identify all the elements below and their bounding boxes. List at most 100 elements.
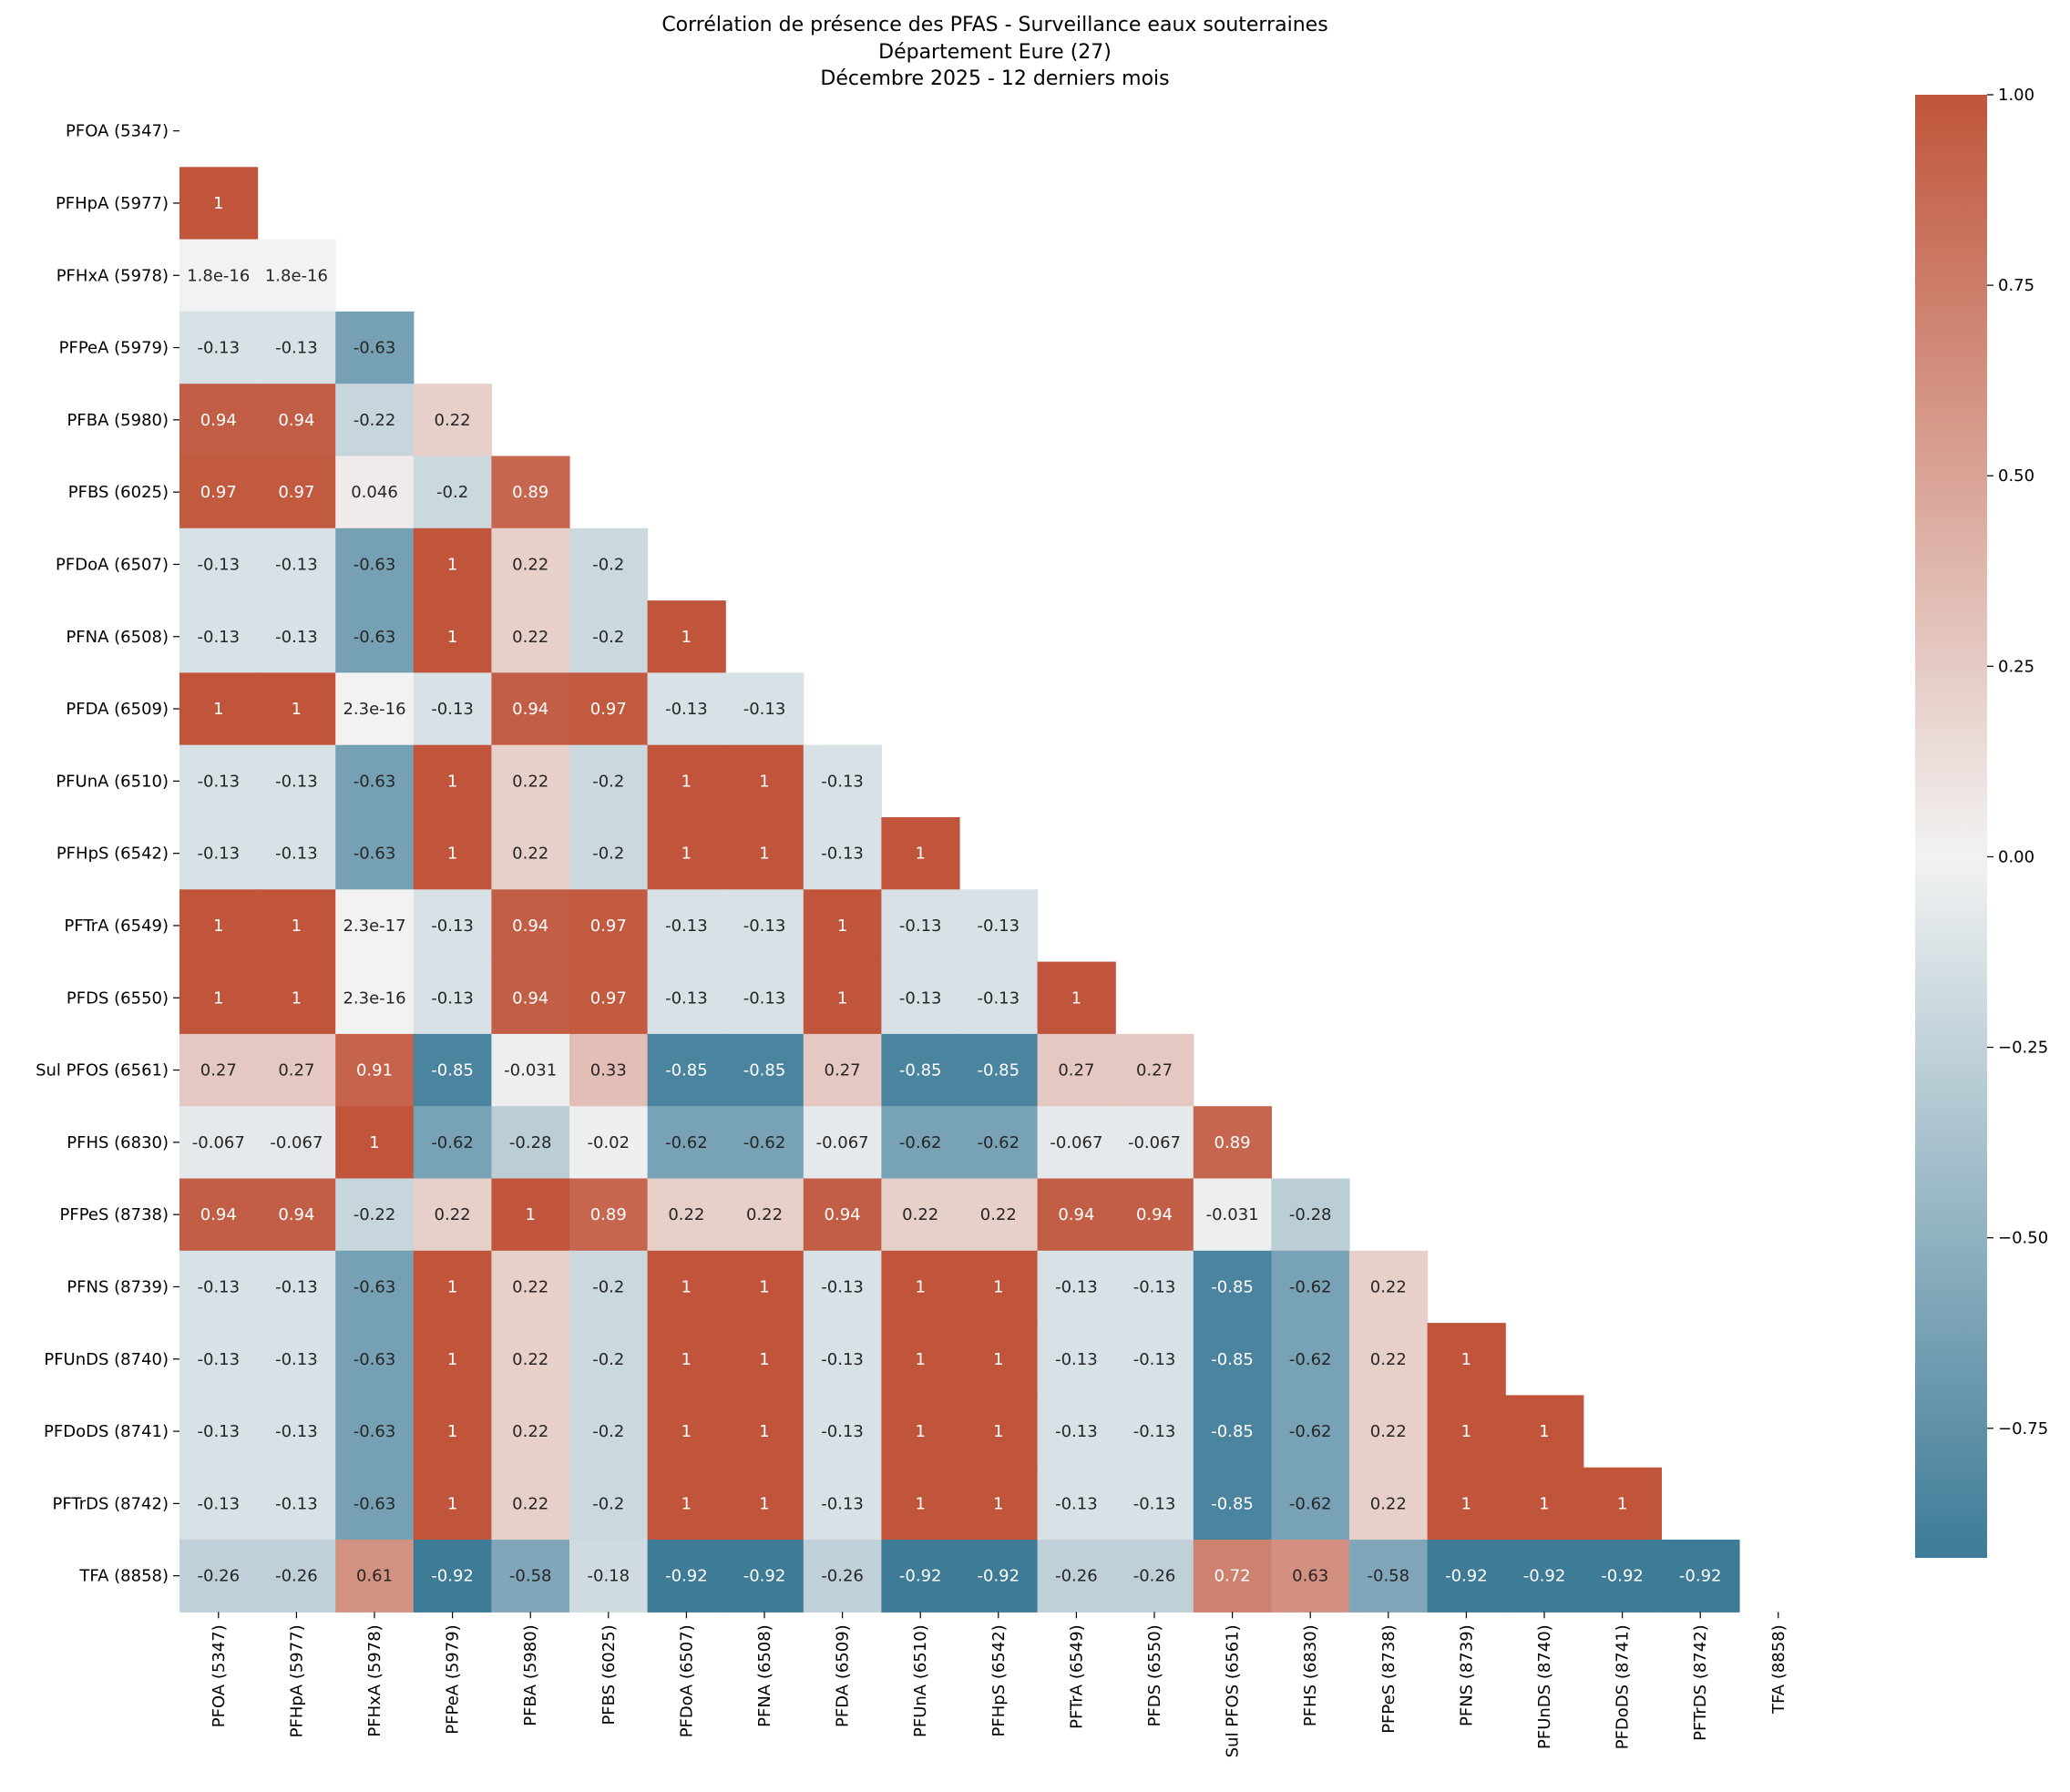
cell-value-label: -0.13	[743, 988, 786, 1008]
heatmap-cell	[1193, 1323, 1272, 1396]
x-tick-label: PFDoA (6507)	[677, 1624, 696, 1737]
cell-value-label: -0.2	[592, 1422, 624, 1441]
cell-value-label: 0.97	[590, 700, 627, 719]
heatmap-cell	[803, 961, 882, 1035]
heatmap-cell	[335, 456, 415, 529]
heatmap-cell	[569, 744, 649, 818]
x-tick-label: PFTrDS (8742)	[1691, 1624, 1710, 1741]
heatmap-cell	[335, 1033, 415, 1107]
cell-value-label: -0.63	[354, 339, 396, 358]
cell-value-label: 1	[447, 628, 457, 647]
heatmap-cell	[1271, 1178, 1350, 1252]
heatmap-cell	[257, 1250, 336, 1324]
heatmap-cell	[881, 1467, 960, 1541]
colorbar: 1.00 0.75 0.50 0.25 0.00 −0.25 −0.50 −0.75	[1915, 86, 2048, 1558]
cell-value-label: -0.13	[1055, 1494, 1098, 1513]
heatmap-cell	[647, 1033, 726, 1107]
heatmap-cell	[491, 1323, 570, 1396]
heatmap-cells: 1 1.8e-16 1.8e-16 -0.13 -0.13 -0.63 0.94 0.94 -0…	[179, 167, 1740, 1613]
heatmap-cell	[1271, 1395, 1350, 1469]
cell-value-label: 0.22	[512, 845, 548, 864]
cell-value-label: -0.13	[665, 700, 708, 719]
y-tick-label: PFPeS (8738)	[60, 1205, 169, 1224]
heatmap-cell	[491, 1540, 570, 1613]
cell-value-label: 0.22	[668, 1205, 704, 1224]
cell-value-label: 1	[1617, 1494, 1627, 1513]
y-tick-label: PFTrA (6549)	[64, 916, 169, 936]
cell-value-label: -0.62	[665, 1133, 708, 1152]
cell-value-label: -0.26	[1133, 1567, 1176, 1586]
cell-value-label: -0.13	[431, 916, 474, 936]
x-tick-label: PFNA (6508)	[755, 1624, 774, 1727]
cell-value-label: -0.13	[275, 845, 318, 864]
x-tick-label: PFTrA (6549)	[1067, 1624, 1086, 1729]
cell-value-label: -0.62	[978, 1133, 1020, 1152]
heatmap-cell	[647, 744, 726, 818]
cell-value-label: -0.13	[821, 1277, 864, 1296]
x-tick-label: PFBA (5980)	[521, 1624, 540, 1725]
cell-value-label: -0.067	[270, 1133, 323, 1152]
heatmap-cell	[569, 1250, 649, 1324]
heatmap-cell	[1193, 1540, 1272, 1613]
cell-value-label: -0.92	[1523, 1567, 1566, 1586]
heatmap-cell	[569, 527, 649, 601]
cell-value-label: 1	[447, 1277, 457, 1296]
cell-value-label: -0.92	[1601, 1567, 1644, 1586]
heatmap-cell	[569, 889, 649, 963]
heatmap-cell	[1427, 1540, 1506, 1613]
cell-value-label: 2.3e-16	[343, 988, 405, 1008]
x-tick-label: PFHS (6830)	[1301, 1624, 1320, 1726]
cell-value-label: 0.22	[1370, 1350, 1407, 1369]
heatmap-cell	[335, 744, 415, 818]
cell-value-label: -0.13	[1055, 1422, 1098, 1441]
cell-value-label: 0.97	[278, 483, 314, 502]
x-tick-label: PFPeA (5979)	[444, 1624, 463, 1734]
heatmap-cell	[569, 672, 649, 746]
heatmap-cell	[413, 527, 492, 601]
cell-value-label: 1	[369, 1133, 379, 1152]
cell-value-label: -0.63	[354, 1494, 396, 1513]
heatmap-cell	[881, 1250, 960, 1324]
heatmap-cell	[803, 817, 882, 890]
cell-value-label: -0.92	[1445, 1567, 1488, 1586]
heatmap-cell	[803, 1323, 882, 1396]
heatmap-cell	[491, 600, 570, 673]
cell-value-label: -0.62	[1289, 1494, 1332, 1513]
heatmap-cell	[569, 1178, 649, 1252]
cell-value-label: -0.13	[198, 339, 241, 358]
cell-value-label: 0.97	[590, 988, 627, 1008]
cell-value-label: -0.2	[592, 1350, 624, 1369]
cell-value-label: 0.27	[278, 1061, 314, 1080]
cell-value-label: -0.2	[436, 483, 468, 502]
cell-value-label: -0.13	[275, 1350, 318, 1369]
heatmap-cell	[569, 600, 649, 673]
x-tick-label: PFHxA (5978)	[365, 1624, 384, 1736]
heatmap-cell	[1115, 1540, 1194, 1613]
heatmap-cell	[569, 1467, 649, 1541]
heatmap-cell	[725, 1467, 804, 1541]
heatmap-cell	[257, 384, 336, 457]
cell-value-label: -0.031	[1206, 1205, 1259, 1224]
heatmap-cell	[647, 1323, 726, 1396]
heatmap-cell	[1037, 961, 1116, 1035]
cell-value-label: 1	[447, 845, 457, 864]
cell-value-label: -0.13	[1133, 1422, 1176, 1441]
heatmap-cell	[413, 1395, 492, 1469]
heatmap-cell	[491, 1467, 570, 1541]
heatmap-cell	[491, 744, 570, 818]
cell-value-label: 0.22	[512, 555, 548, 574]
cell-value-label: -0.067	[1128, 1133, 1181, 1152]
y-tick-label: PFHpS (6542)	[56, 845, 169, 864]
cell-value-label: 0.22	[512, 628, 548, 647]
cell-value-label: -0.13	[198, 1350, 241, 1369]
cell-value-label: -0.63	[354, 1422, 396, 1441]
x-axis: PFOA (5347) PFHpA (5977) PFHxA (5978) PFPeA…	[210, 1612, 1788, 1757]
colorbar-tick-label: 0.75	[1998, 276, 2034, 295]
y-tick-label: PFHpA (5977)	[56, 194, 169, 213]
cell-value-label: -0.067	[192, 1133, 245, 1152]
heatmap-cell	[413, 744, 492, 818]
cell-value-label: 0.33	[590, 1061, 627, 1080]
heatmap-cell	[803, 1395, 882, 1469]
cell-value-label: -0.62	[1289, 1422, 1332, 1441]
cell-value-label: -0.63	[354, 1350, 396, 1369]
